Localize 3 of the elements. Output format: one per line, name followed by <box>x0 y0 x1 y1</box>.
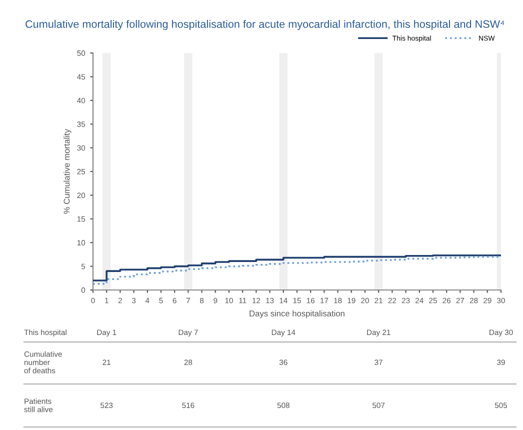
x-axis-title: Days since hospitalisation <box>250 310 344 318</box>
chart-title: Cumulative mortality following hospitalisation for acute myocardial infarction, this hospital and NSW⁴ <box>26 20 504 30</box>
y-axis-title: % Cumulative mortality <box>64 128 72 214</box>
